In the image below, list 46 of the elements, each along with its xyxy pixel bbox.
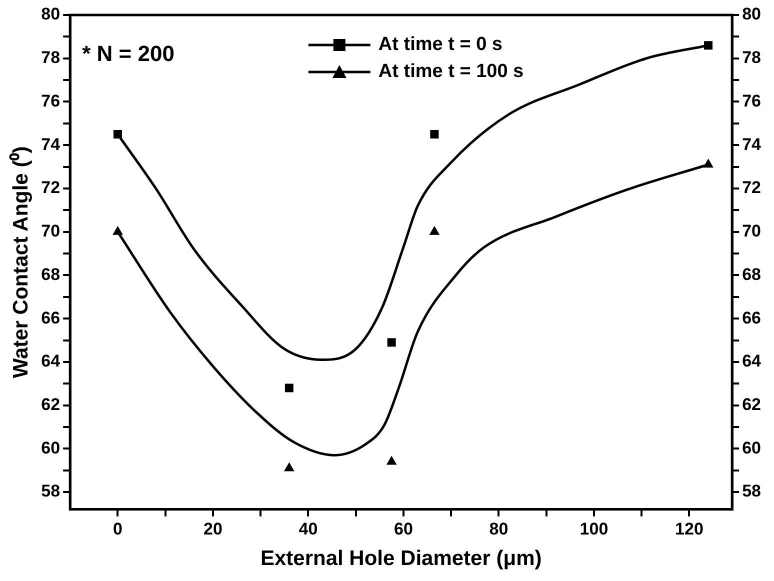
point: [284, 462, 294, 472]
point: [429, 226, 440, 235]
x-axis-title: External Hole Diameter (μm): [260, 547, 542, 570]
y-tick-label: 70: [41, 222, 60, 241]
y2-tick-label: 60: [742, 438, 762, 458]
legend-label: At time t = 100 s: [378, 61, 524, 82]
y-tick-label: 66: [41, 308, 60, 328]
y-tick-label: 58: [41, 482, 60, 501]
y-tick-label: 76: [41, 91, 60, 110]
y-tick-label: 72: [41, 178, 60, 198]
point: [387, 338, 396, 347]
point: [430, 130, 439, 139]
point: [703, 158, 714, 168]
point: [284, 384, 294, 392]
point: [704, 41, 713, 50]
y2-tick-label: 72: [742, 178, 762, 198]
y2-tick-label: 70: [742, 222, 762, 241]
y2-tick-label: 64: [742, 352, 762, 371]
y-tick-label: 62: [41, 395, 60, 414]
x-tick-label: 120: [675, 519, 704, 538]
y2-tick-label: 68: [742, 264, 762, 284]
y2-tick-label: 74: [742, 134, 762, 154]
y2-tick-label: 80: [742, 4, 762, 24]
x-tick-label: 60: [394, 519, 413, 538]
y-axis-title: Water Contact Angle (⁰): [8, 146, 32, 378]
x-tick-label: 100: [580, 519, 608, 538]
y2-tick-label: 62: [742, 395, 762, 414]
y-tick-label: 60: [41, 438, 60, 458]
y-tick-label: 74: [41, 134, 61, 154]
y-tick-label: 78: [41, 48, 60, 68]
x-tick-label: 20: [204, 519, 222, 538]
y-tick-label: 64: [41, 352, 61, 371]
annotation: * N = 200: [82, 41, 174, 66]
y-tick-label: 80: [41, 4, 60, 24]
legend-label: At time t = 0 s: [378, 34, 502, 56]
point: [113, 130, 122, 139]
y2-tick-label: 66: [742, 308, 762, 328]
y-tick-label: 68: [41, 264, 60, 284]
y2-tick-label: 76: [742, 91, 762, 110]
y2-tick-label: 78: [742, 48, 762, 68]
x-tick-label: 40: [298, 519, 318, 538]
point: [386, 456, 397, 465]
y2-tick-label: 58: [742, 482, 762, 501]
x-tick-label: 0: [113, 519, 122, 538]
point: [112, 226, 123, 235]
x-tick-label: 80: [489, 519, 508, 538]
